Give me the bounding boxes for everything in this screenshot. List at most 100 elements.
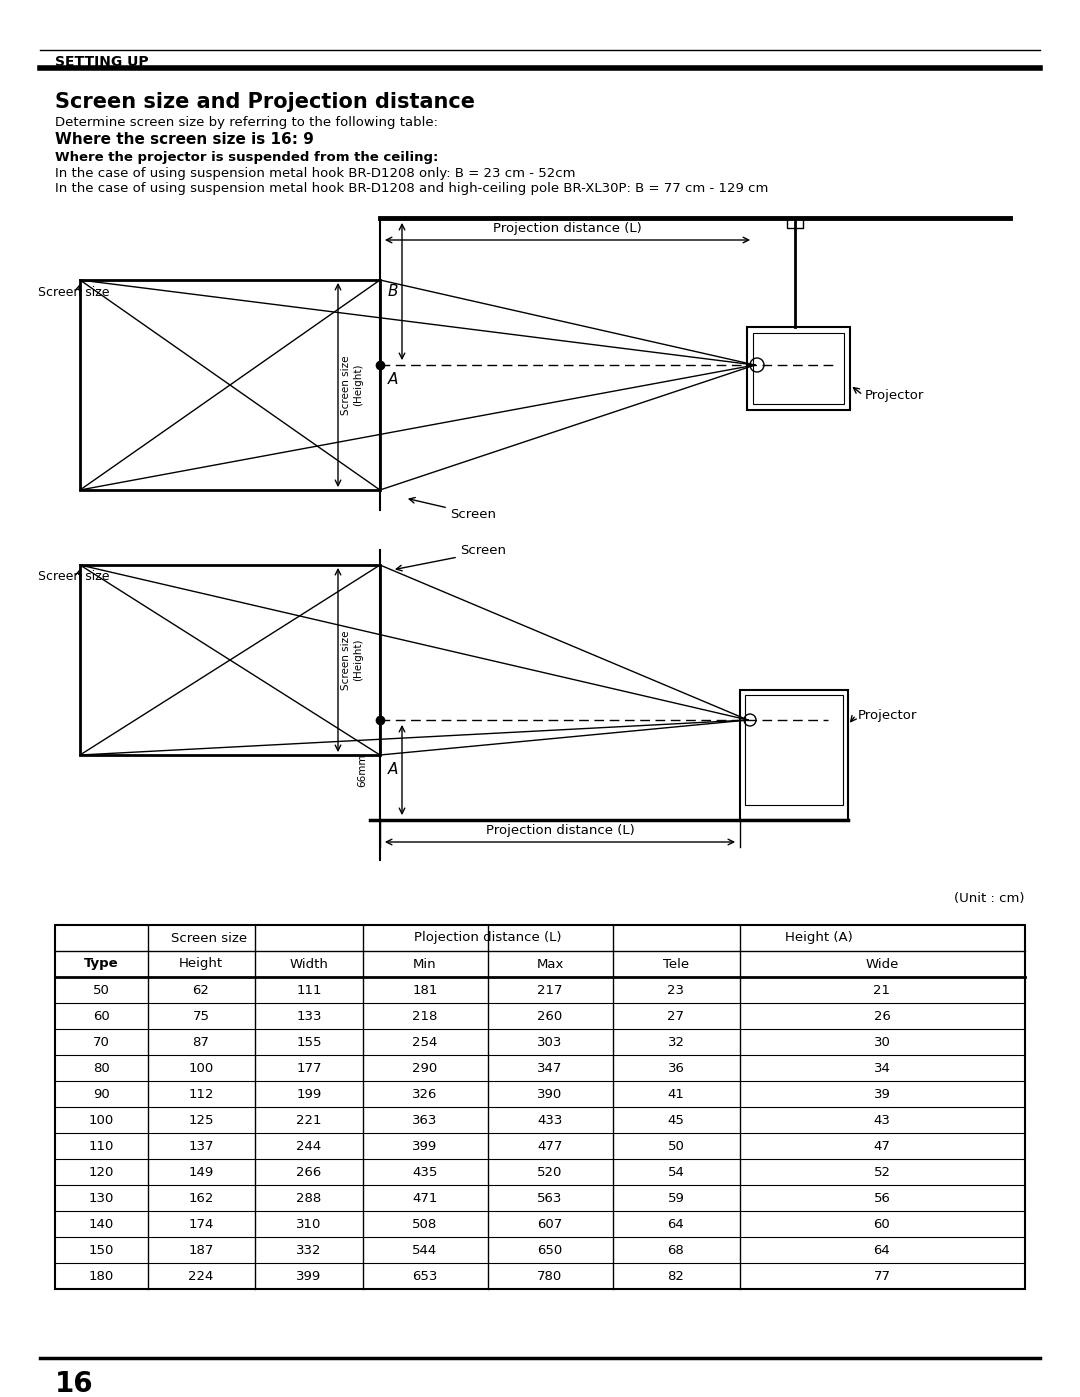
Text: 363: 363 xyxy=(413,1113,437,1126)
Text: 64: 64 xyxy=(667,1218,685,1231)
Text: 174: 174 xyxy=(188,1218,214,1231)
Text: Screen size: Screen size xyxy=(171,932,247,944)
Text: 155: 155 xyxy=(296,1035,322,1049)
Text: Max: Max xyxy=(537,957,564,971)
Text: 120: 120 xyxy=(89,1165,113,1179)
Text: Width: Width xyxy=(289,957,328,971)
Text: 110: 110 xyxy=(89,1140,113,1153)
Bar xyxy=(787,218,804,228)
Text: 180: 180 xyxy=(89,1270,113,1282)
Text: 290: 290 xyxy=(413,1062,437,1074)
Text: 399: 399 xyxy=(296,1270,322,1282)
Text: 54: 54 xyxy=(667,1165,685,1179)
Bar xyxy=(753,332,843,404)
Text: Projector: Projector xyxy=(858,708,917,721)
Text: 326: 326 xyxy=(413,1087,437,1101)
Text: Height: Height xyxy=(179,957,224,971)
Bar xyxy=(55,925,1025,1289)
Text: 87: 87 xyxy=(192,1035,210,1049)
Text: 125: 125 xyxy=(188,1113,214,1126)
Text: 45: 45 xyxy=(667,1113,685,1126)
Text: 435: 435 xyxy=(413,1165,437,1179)
Text: 82: 82 xyxy=(667,1270,685,1282)
Bar xyxy=(80,279,380,490)
Text: 52: 52 xyxy=(874,1165,891,1179)
Text: Projection distance (L): Projection distance (L) xyxy=(492,222,642,235)
Text: 177: 177 xyxy=(296,1062,322,1074)
Text: 30: 30 xyxy=(874,1035,890,1049)
Text: 332: 332 xyxy=(296,1243,322,1256)
Text: In the case of using suspension metal hook BR-D1208 and high-ceiling pole BR-XL3: In the case of using suspension metal ho… xyxy=(55,182,768,196)
Bar xyxy=(747,327,850,409)
Text: 224: 224 xyxy=(188,1270,214,1282)
Text: 254: 254 xyxy=(413,1035,437,1049)
Text: 34: 34 xyxy=(874,1062,890,1074)
Text: 36: 36 xyxy=(667,1062,685,1074)
Text: Tele: Tele xyxy=(663,957,689,971)
Text: 26: 26 xyxy=(874,1010,890,1023)
Text: 16: 16 xyxy=(55,1370,94,1397)
Text: Where the projector is suspended from the ceiling:: Where the projector is suspended from th… xyxy=(55,151,438,163)
Text: 23: 23 xyxy=(667,983,685,996)
Text: 50: 50 xyxy=(93,983,109,996)
Text: 653: 653 xyxy=(413,1270,437,1282)
Text: 100: 100 xyxy=(89,1113,113,1126)
Text: Type: Type xyxy=(83,957,119,971)
Text: Plojection distance (L): Plojection distance (L) xyxy=(415,932,562,944)
Text: Where the screen size is 16: 9: Where the screen size is 16: 9 xyxy=(55,131,314,147)
Text: Projector: Projector xyxy=(865,388,924,401)
Text: 140: 140 xyxy=(89,1218,113,1231)
Text: Screen size: Screen size xyxy=(38,570,109,584)
Text: 59: 59 xyxy=(667,1192,685,1204)
Text: 303: 303 xyxy=(538,1035,563,1049)
Text: Projection distance (L): Projection distance (L) xyxy=(486,824,634,837)
Text: (Unit : cm): (Unit : cm) xyxy=(955,893,1025,905)
Text: 100: 100 xyxy=(188,1062,214,1074)
Text: Screen: Screen xyxy=(450,509,496,521)
Text: 181: 181 xyxy=(413,983,437,996)
Text: 66mm: 66mm xyxy=(357,753,367,787)
Bar xyxy=(745,694,843,805)
Text: Min: Min xyxy=(414,957,436,971)
Text: 780: 780 xyxy=(538,1270,563,1282)
Text: 390: 390 xyxy=(538,1087,563,1101)
Text: 310: 310 xyxy=(296,1218,322,1231)
Text: 221: 221 xyxy=(296,1113,322,1126)
Text: Determine screen size by referring to the following table:: Determine screen size by referring to th… xyxy=(55,116,438,129)
Text: 260: 260 xyxy=(538,1010,563,1023)
Text: 112: 112 xyxy=(188,1087,214,1101)
Text: 544: 544 xyxy=(413,1243,437,1256)
Text: 199: 199 xyxy=(296,1087,322,1101)
Text: 56: 56 xyxy=(874,1192,890,1204)
Text: 150: 150 xyxy=(89,1243,113,1256)
Text: 62: 62 xyxy=(192,983,210,996)
Text: 130: 130 xyxy=(89,1192,113,1204)
Text: 187: 187 xyxy=(188,1243,214,1256)
Text: 47: 47 xyxy=(874,1140,890,1153)
Text: Wide: Wide xyxy=(865,957,899,971)
Text: 162: 162 xyxy=(188,1192,214,1204)
Text: 399: 399 xyxy=(413,1140,437,1153)
Text: 433: 433 xyxy=(538,1113,563,1126)
Bar xyxy=(740,690,848,820)
Text: 133: 133 xyxy=(296,1010,322,1023)
Text: 60: 60 xyxy=(93,1010,109,1023)
Text: 288: 288 xyxy=(296,1192,322,1204)
Text: A: A xyxy=(388,763,399,778)
Text: 471: 471 xyxy=(413,1192,437,1204)
Text: 137: 137 xyxy=(188,1140,214,1153)
Text: 218: 218 xyxy=(413,1010,437,1023)
Text: 50: 50 xyxy=(667,1140,685,1153)
Text: 70: 70 xyxy=(93,1035,109,1049)
Text: 75: 75 xyxy=(192,1010,210,1023)
Text: Height (A): Height (A) xyxy=(785,932,853,944)
Text: 21: 21 xyxy=(874,983,891,996)
Text: 80: 80 xyxy=(93,1062,109,1074)
Text: In the case of using suspension metal hook BR-D1208 only: B = 23 cm - 52cm: In the case of using suspension metal ho… xyxy=(55,168,576,180)
Text: 347: 347 xyxy=(538,1062,563,1074)
Text: 111: 111 xyxy=(296,983,322,996)
Text: 64: 64 xyxy=(874,1243,890,1256)
Bar xyxy=(80,564,380,754)
Text: B: B xyxy=(388,284,399,299)
Text: 149: 149 xyxy=(188,1165,214,1179)
